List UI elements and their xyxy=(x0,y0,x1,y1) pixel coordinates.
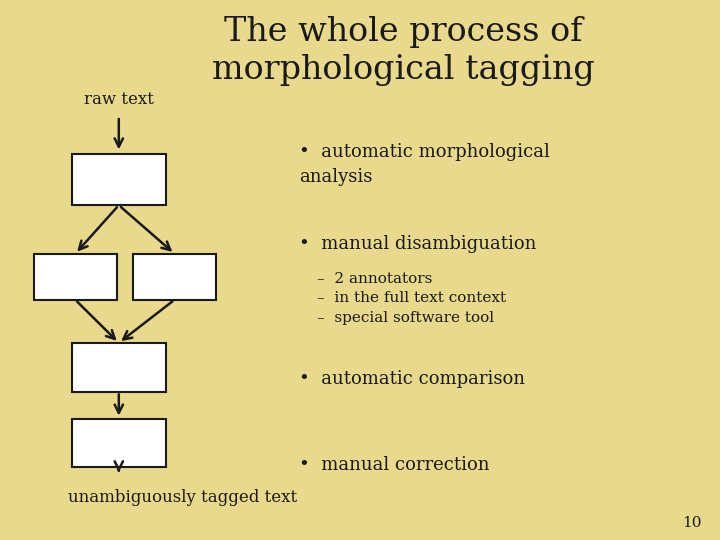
Text: •  manual correction: • manual correction xyxy=(299,456,490,474)
Text: raw text: raw text xyxy=(84,91,154,108)
Text: •  automatic comparison: • automatic comparison xyxy=(299,370,525,388)
Text: The whole process of
morphological tagging: The whole process of morphological taggi… xyxy=(212,16,595,86)
Text: •  automatic morphological
analysis: • automatic morphological analysis xyxy=(299,143,549,186)
Text: unambiguously tagged text: unambiguously tagged text xyxy=(68,489,297,505)
FancyBboxPatch shape xyxy=(133,254,216,300)
Text: •  manual disambiguation: • manual disambiguation xyxy=(299,235,536,253)
Text: 10: 10 xyxy=(683,516,702,530)
FancyBboxPatch shape xyxy=(72,418,166,467)
FancyBboxPatch shape xyxy=(34,254,117,300)
Text: –  2 annotators
–  in the full text context
–  special software tool: – 2 annotators – in the full text contex… xyxy=(317,272,506,325)
FancyBboxPatch shape xyxy=(72,154,166,205)
FancyBboxPatch shape xyxy=(72,343,166,391)
